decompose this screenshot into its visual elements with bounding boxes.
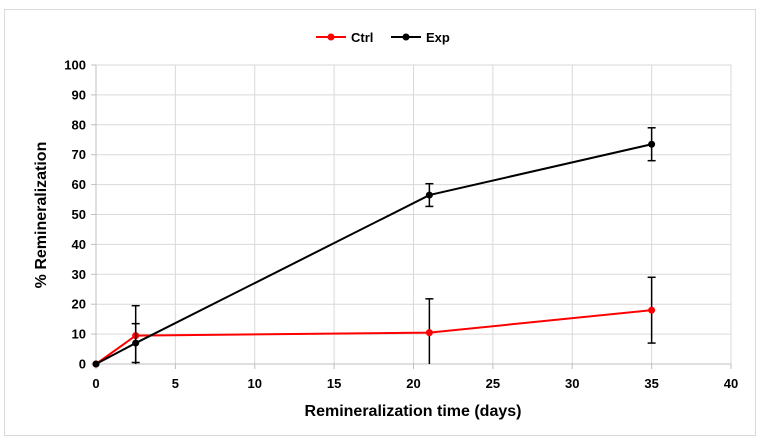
legend-ctrl-label: Ctrl bbox=[351, 30, 373, 45]
series bbox=[92, 127, 656, 368]
series-ctrl-point-2 bbox=[425, 329, 433, 337]
y-tick-label-50: 50 bbox=[72, 207, 86, 222]
chart-frame bbox=[4, 9, 756, 436]
y-tick-label-40: 40 bbox=[72, 237, 86, 252]
legend-exp-label: Exp bbox=[426, 30, 450, 45]
x-tick-label-25: 25 bbox=[486, 376, 500, 391]
y-tick-label-30: 30 bbox=[72, 267, 86, 282]
y-tick-label-80: 80 bbox=[72, 117, 86, 132]
series-exp-point-0 bbox=[92, 360, 100, 368]
series-exp-point-1 bbox=[132, 339, 140, 347]
y-tick-label-70: 70 bbox=[72, 147, 86, 162]
series-exp-point-3 bbox=[648, 140, 656, 148]
y-tick-label-90: 90 bbox=[72, 87, 86, 102]
series-exp-line bbox=[95, 143, 652, 365]
tick-labels: 0 10 20 30 40 50 60 70 80 90 100 0 5 10 15 20 25 30 35 40 bbox=[64, 58, 738, 392]
x-tick-label-5: 5 bbox=[172, 376, 179, 391]
y-axis-title: % Remineralization bbox=[33, 142, 50, 289]
x-tick-label-10: 10 bbox=[248, 376, 262, 391]
x-tick-label-35: 35 bbox=[644, 376, 658, 391]
x-tick-label-0: 0 bbox=[92, 376, 99, 391]
series-ctrl-line bbox=[95, 309, 652, 365]
legend: Ctrl Exp bbox=[316, 30, 450, 45]
series-ctrl-point-3 bbox=[648, 306, 656, 314]
series-exp bbox=[92, 127, 656, 368]
legend-exp-marker bbox=[402, 33, 410, 41]
x-axis-title: Remineralization time (days) bbox=[305, 403, 522, 420]
legend-item-ctrl: Ctrl bbox=[316, 30, 373, 45]
y-tick-label-10: 10 bbox=[72, 327, 86, 342]
x-tick-label-40: 40 bbox=[724, 376, 738, 391]
x-tick-label-30: 30 bbox=[565, 376, 579, 391]
y-tick-label-60: 60 bbox=[72, 177, 86, 192]
axes bbox=[91, 64, 732, 369]
y-tick-label-0: 0 bbox=[79, 357, 86, 372]
y-tick-label-100: 100 bbox=[64, 58, 86, 73]
legend-ctrl-marker bbox=[327, 33, 335, 41]
x-tick-label-20: 20 bbox=[406, 376, 420, 391]
y-tick-label-20: 20 bbox=[72, 297, 86, 312]
legend-item-exp: Exp bbox=[391, 30, 450, 45]
grid-lines bbox=[96, 64, 732, 364]
series-exp-point-2 bbox=[425, 191, 433, 199]
x-tick-label-15: 15 bbox=[327, 376, 341, 391]
